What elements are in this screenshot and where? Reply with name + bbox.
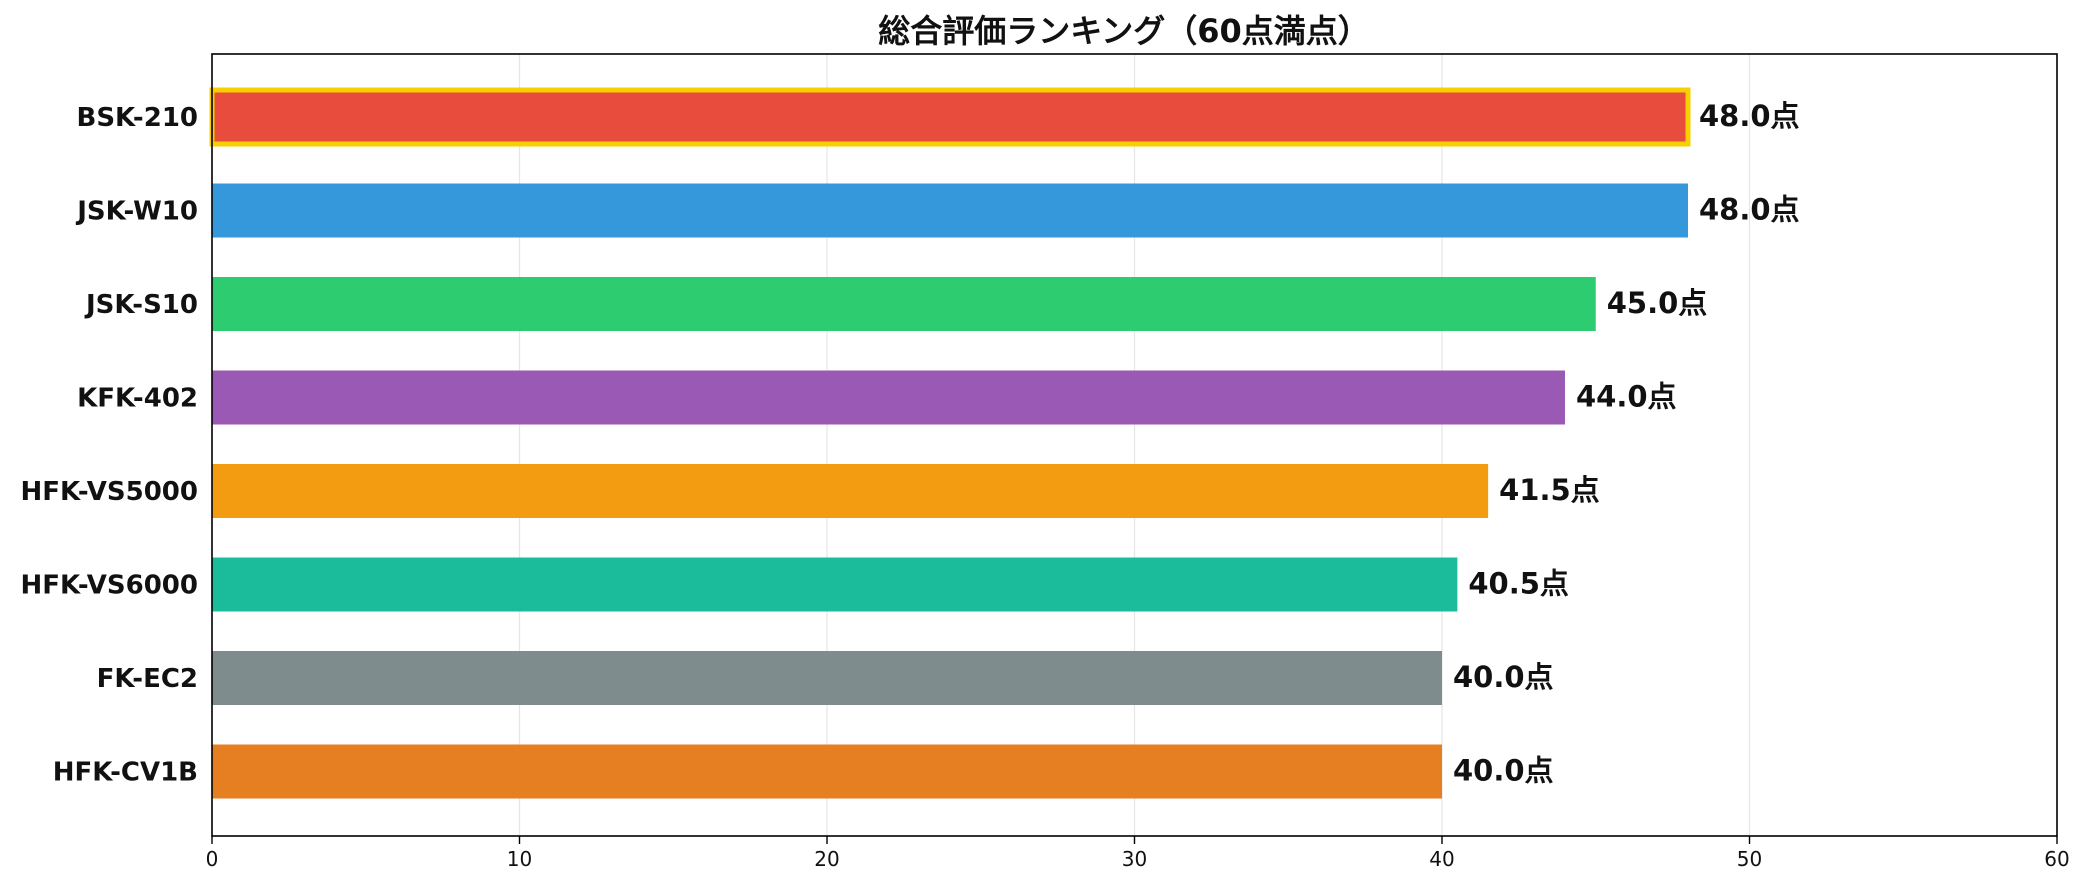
x-tick-label-3: 30	[1122, 847, 1147, 871]
value-label-fk-ec2: 40.0点	[1453, 660, 1554, 694]
x-tick-label-2: 20	[814, 847, 839, 871]
value-label-jsk-s10: 45.0点	[1607, 286, 1708, 320]
bar-hfk-vs6000	[212, 557, 1458, 612]
grid-lines	[518, 54, 1751, 836]
value-label-kfk-402: 44.0点	[1576, 380, 1677, 414]
bar-jsk-w10	[212, 183, 1688, 238]
value-label-hfk-vs6000: 40.5点	[1468, 567, 1569, 601]
x-tick-label-0: 0	[206, 847, 219, 871]
value-label-bsk-210: 48.0点	[1699, 99, 1800, 133]
x-tick-label-4: 40	[1429, 847, 1454, 871]
chart-title: 総合評価ランキング（60点満点）	[878, 12, 1370, 50]
category-label-kfk-402: KFK-402	[77, 384, 198, 414]
category-label-hfk-vs6000: HFK-VS6000	[20, 571, 198, 601]
bar-kfk-402	[212, 370, 1565, 425]
value-label-jsk-w10: 48.0点	[1699, 193, 1800, 227]
bar-bsk-210	[209, 87, 1691, 147]
x-tick-label-6: 60	[2044, 847, 2069, 871]
value-label-hfk-cv1b: 40.0点	[1453, 754, 1554, 788]
category-label-fk-ec2: FK-EC2	[97, 664, 198, 694]
category-label-jsk-w10: JSK-W10	[75, 197, 198, 227]
value-labels: 48.0点 48.0点 45.0点 44.0点 41.5点 40.5点 40.0点 40.0点	[1453, 99, 1800, 788]
category-label-bsk-210: BSK-210	[77, 103, 199, 133]
category-label-jsk-s10: JSK-S10	[84, 290, 198, 320]
x-tick-label-1: 10	[507, 847, 532, 871]
bar-hfk-vs5000	[212, 464, 1489, 518]
x-tick-label-5: 50	[1737, 847, 1762, 871]
bar-jsk-s10	[212, 277, 1596, 331]
bars	[209, 87, 1691, 799]
category-labels: BSK-210 JSK-W10 JSK-S10 KFK-402 HFK-VS5000 HF…	[20, 103, 198, 788]
category-label-hfk-vs5000: HFK-VS5000	[20, 477, 198, 507]
x-axis-ticks: 0 10 20 30 40 50 60	[206, 836, 2070, 871]
bar-fk-ec2	[212, 651, 1442, 705]
category-label-hfk-cv1b: HFK-CV1B	[53, 758, 198, 788]
value-label-hfk-vs5000: 41.5点	[1499, 473, 1600, 507]
bar-hfk-cv1b	[212, 744, 1442, 799]
